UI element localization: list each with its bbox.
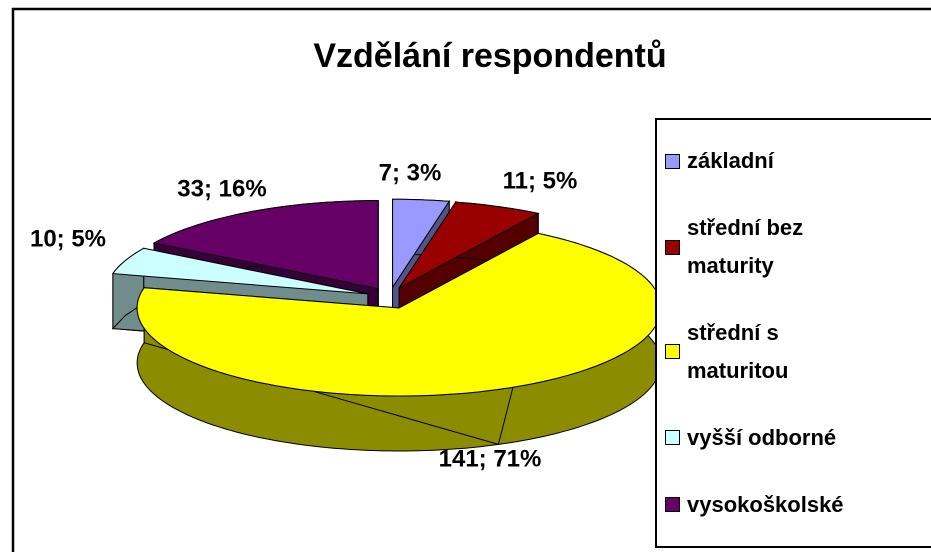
legend-swatch (665, 430, 680, 446)
legend-label: vyšší odborné (687, 424, 837, 450)
legend-item: střední bez maturity (665, 209, 931, 285)
slice-top (136, 232, 662, 397)
data-label: 10; 5% (30, 225, 106, 252)
legend-label: střední bez maturity (687, 215, 804, 279)
legend-item: střední s maturitou (665, 314, 931, 390)
legend-label: vysokoškolské (687, 491, 844, 517)
legend: základní střední bez maturity střední s ma… (655, 118, 931, 548)
legend-swatch (665, 344, 680, 360)
legend-swatch (665, 153, 680, 169)
slice-top (398, 201, 540, 289)
data-label: 11; 5% (503, 167, 578, 194)
slice (136, 232, 662, 452)
data-label: 141; 71% (439, 445, 542, 472)
legend-item: vysokoškolské (665, 486, 931, 524)
legend-swatch (665, 239, 680, 255)
slice-top (111, 247, 368, 295)
legend-item: vyšší odborné (665, 419, 931, 457)
legend-item: základní (665, 142, 931, 180)
legend-label: střední s maturitou (687, 319, 789, 383)
slice-top (392, 198, 451, 289)
data-label: 7; 3% (379, 159, 442, 186)
slice-top (152, 200, 379, 290)
legend-swatch (665, 497, 680, 513)
data-label: 33; 16% (177, 175, 266, 202)
legend-label: základní (687, 148, 774, 174)
chart-title: Vzdělání respondentů (313, 37, 666, 75)
